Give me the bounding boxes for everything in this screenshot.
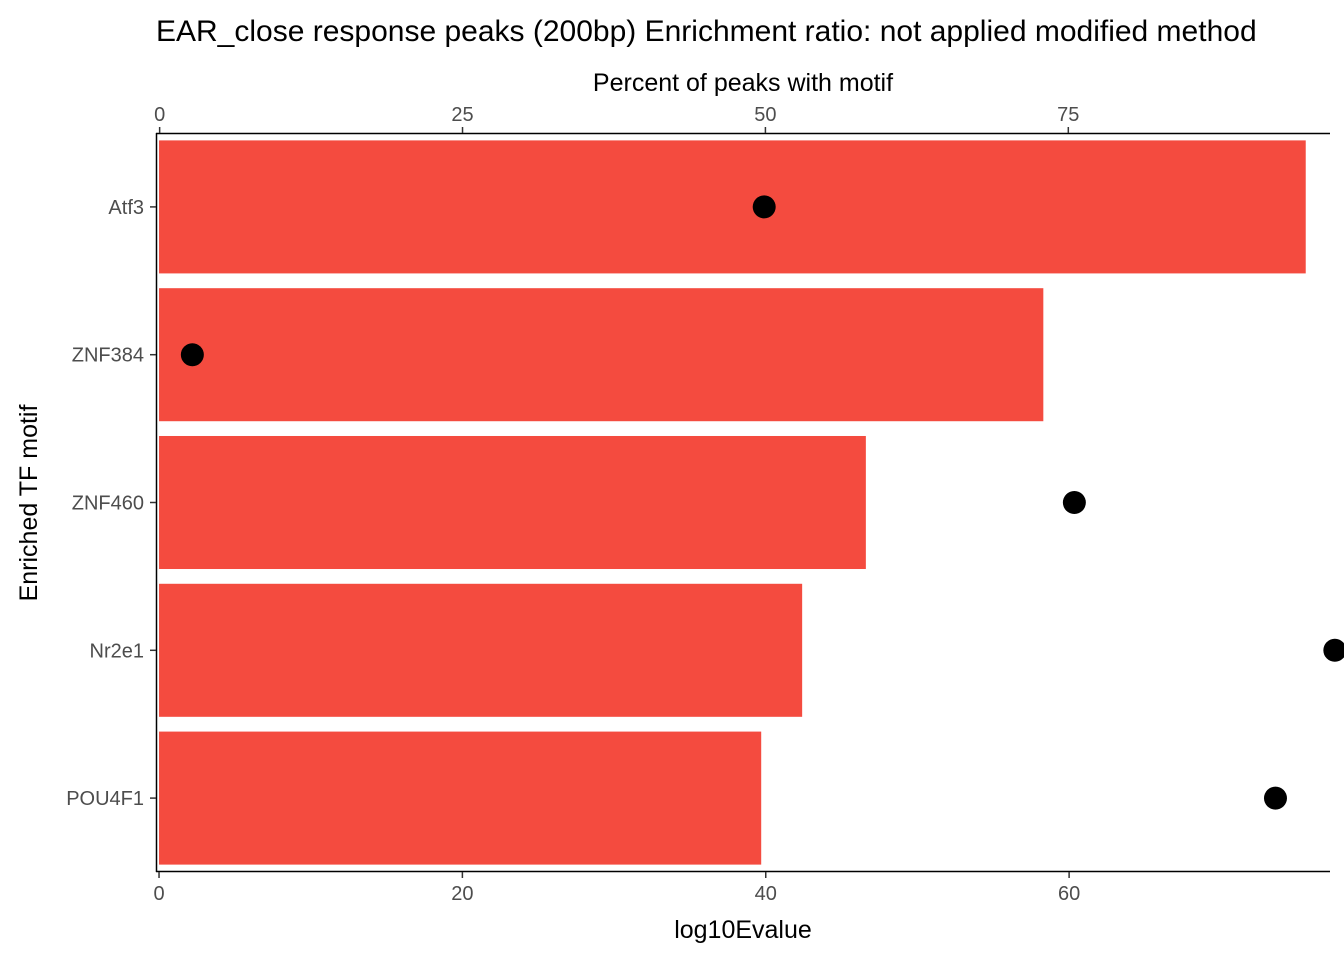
bar-nr2e1 — [159, 583, 803, 717]
bottom-axis-title: log10Evalue — [674, 916, 812, 944]
point-znf460 — [1062, 491, 1086, 514]
x-tick-label: 0 — [153, 883, 164, 905]
point-series — [180, 195, 1344, 810]
x2-tick-label: 50 — [754, 104, 776, 126]
y-tick-label: ZNF460 — [72, 493, 144, 515]
y-axis-title: Enriched TF motif — [15, 405, 43, 602]
y-axis-ticks: Atf3 ZNF384 ZNF460 Nr2e1 POU4F1 — [66, 197, 156, 810]
bar-atf3 — [159, 140, 1306, 274]
y-tick-label: POU4F1 — [66, 788, 144, 810]
chart-title: EAR_close response peaks (200bp) Enrichm… — [156, 15, 1257, 48]
bar-pou4f1 — [159, 731, 762, 865]
top-axis-ticks: 0 25 50 75 — [154, 104, 1079, 133]
x2-tick-label: 75 — [1057, 104, 1079, 126]
top-axis-title: Percent of peaks with motif — [593, 69, 893, 97]
x-tick-label: 60 — [1058, 883, 1080, 905]
point-pou4f1 — [1263, 786, 1287, 810]
x-tick-label: 40 — [755, 883, 777, 905]
bar-znf384 — [159, 288, 1044, 422]
y-tick-label: Nr2e1 — [90, 640, 144, 662]
x2-tick-label: 25 — [451, 104, 473, 126]
bottom-axis-ticks: 0 20 40 60 — [153, 872, 1080, 905]
bar-znf460 — [159, 435, 866, 570]
y-tick-label: ZNF384 — [72, 345, 144, 367]
x2-tick-label: 0 — [154, 104, 165, 126]
x-tick-label: 20 — [451, 883, 473, 905]
point-atf3 — [752, 195, 776, 219]
y-tick-label: Atf3 — [108, 197, 144, 219]
point-znf384 — [180, 343, 204, 367]
bar-series — [159, 140, 1306, 865]
point-nr2e1 — [1323, 638, 1344, 662]
